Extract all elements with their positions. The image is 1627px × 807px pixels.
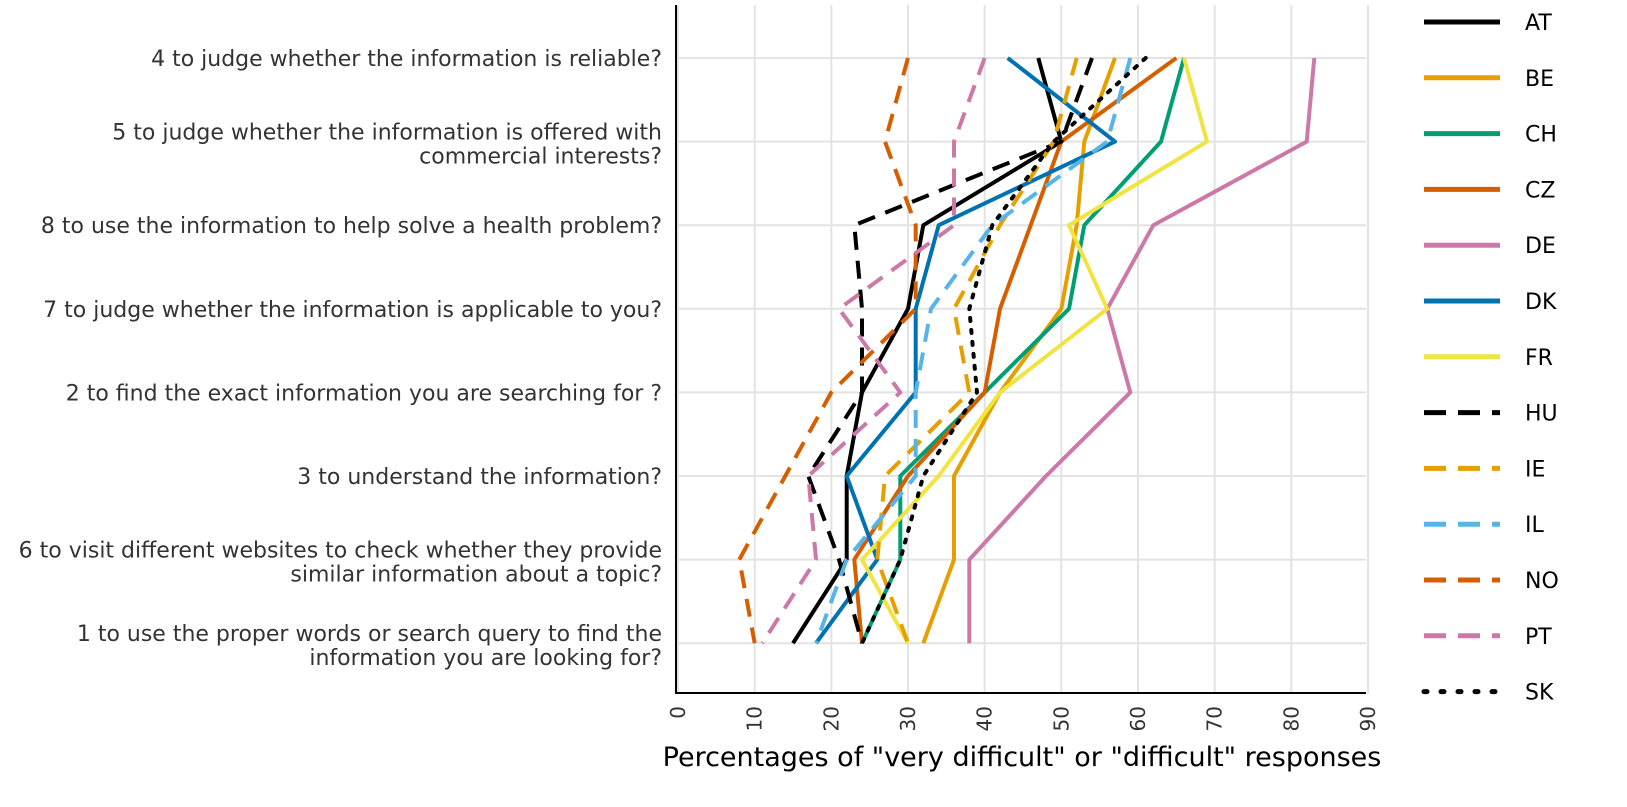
legend-label-cz: CZ xyxy=(1525,178,1555,203)
series-line-il xyxy=(814,57,1133,644)
legend-label-ie: IE xyxy=(1525,457,1545,482)
series-line-fr xyxy=(860,57,1209,645)
legend-label-fr: FR xyxy=(1525,346,1553,371)
x-tick-label: 20 xyxy=(819,706,843,731)
category-label: 8 to use the information to help solve a… xyxy=(41,214,662,239)
category-label: 2 to find the exact information you are … xyxy=(66,381,662,406)
series-line-no xyxy=(737,57,918,644)
legend-label-hu: HU xyxy=(1525,402,1558,427)
series-line-ie xyxy=(875,57,1079,644)
legend-label-il: IL xyxy=(1525,513,1544,538)
x-tick-label: 40 xyxy=(973,706,997,731)
series-line-at xyxy=(791,57,1064,645)
category-label: 4 to judge whether the information is re… xyxy=(151,47,662,72)
category-label: similar information about a topic? xyxy=(290,563,662,588)
x-tick-label: 60 xyxy=(1126,706,1150,731)
legend-label-be: BE xyxy=(1525,67,1554,92)
legend-label-dk: DK xyxy=(1525,290,1557,315)
series-line-ch xyxy=(860,57,1186,645)
vertical-gridlines xyxy=(677,5,1369,693)
x-tick-labels: 0 10 20 30 40 50 60 70 80 90 xyxy=(666,706,1380,731)
legend-label-at: AT xyxy=(1525,11,1552,36)
horizontal-gridlines xyxy=(676,57,1366,645)
x-tick-label: 30 xyxy=(896,706,920,731)
legend-label-de: DE xyxy=(1525,234,1556,259)
legend: AT BE CH CZ DE DK FR HU IE IL NO PT SK xyxy=(1421,11,1559,706)
legend-label-no: NO xyxy=(1525,569,1559,594)
series-lines xyxy=(737,56,1317,646)
series-line-de xyxy=(967,57,1317,644)
category-label: commercial interests? xyxy=(419,145,662,170)
category-label: 7 to judge whether the information is ap… xyxy=(43,298,662,323)
legend-label-pt: PT xyxy=(1525,625,1552,650)
x-tick-label: 0 xyxy=(666,706,690,719)
category-label: 6 to visit different websites to check w… xyxy=(19,539,662,564)
x-tick-label: 70 xyxy=(1203,706,1227,731)
legend-label-ch: CH xyxy=(1525,123,1557,148)
x-tick-label: 10 xyxy=(743,706,767,731)
series-line-cz xyxy=(852,56,1178,644)
x-tick-label: 80 xyxy=(1279,706,1303,731)
x-tick-label: 90 xyxy=(1356,706,1380,731)
category-label: 1 to use the proper words or search quer… xyxy=(77,622,662,647)
category-label: 5 to judge whether the information is of… xyxy=(112,121,662,146)
category-label: information you are looking for? xyxy=(309,646,662,671)
series-line-pt xyxy=(760,57,987,645)
series-line-hu xyxy=(806,57,1094,644)
category-label: 3 to understand the information? xyxy=(297,465,662,490)
x-axis-title: Percentages of "very difficult" or "diff… xyxy=(663,742,1382,773)
x-tick-label: 50 xyxy=(1049,706,1073,731)
y-tick-labels: 4 to judge whether the information is re… xyxy=(19,47,662,671)
legend-label-sk: SK xyxy=(1525,681,1554,706)
